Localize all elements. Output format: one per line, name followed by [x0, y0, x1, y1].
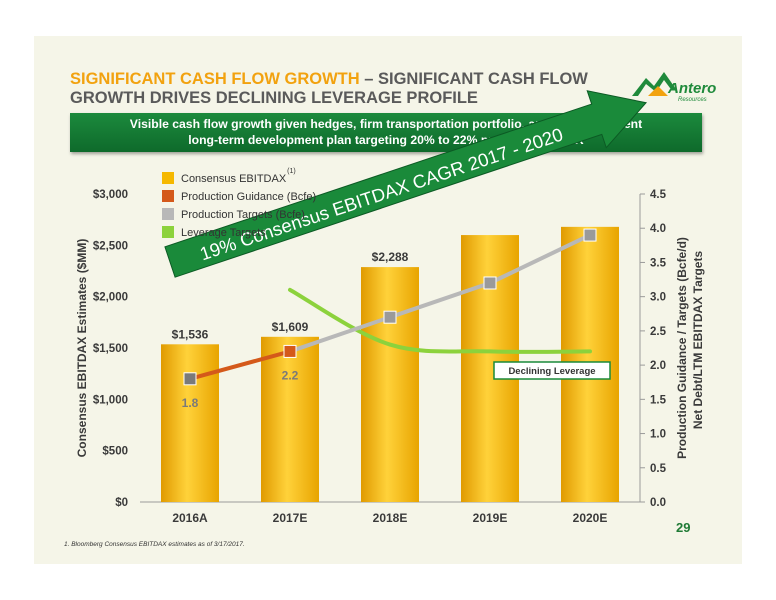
bar-2017E — [261, 336, 319, 502]
y-tick-left-label: $3,000 — [93, 189, 128, 201]
leverage-targets-curve — [288, 287, 592, 354]
legend-label: Leverage Targets — [181, 227, 266, 239]
y-tick-right-label: 2.0 — [650, 360, 666, 372]
guidance-value-label: 2.2 — [282, 368, 299, 382]
bar-value-label: $2,288 — [372, 250, 409, 264]
title-highlight: SIGNIFICANT CASH FLOW GROWTH — [70, 70, 360, 88]
y-tick-right-label: 1.0 — [650, 429, 666, 441]
bar-2018E — [361, 267, 419, 502]
x-tick-label: 2018E — [373, 511, 408, 525]
y-axis-right-title-line2: Net Debt/LTM EBITDAX Targets — [691, 251, 705, 430]
legend-label: Production Guidance (Bcfe) — [181, 191, 316, 203]
x-tick-label: 2020E — [573, 511, 608, 525]
y-tick-right-label: 2.5 — [650, 326, 667, 338]
production-targets-line — [289, 233, 591, 354]
x-tick-label: 2019E — [473, 511, 508, 525]
x-tick-label: 2016A — [172, 511, 208, 525]
production-target-point — [583, 228, 597, 242]
y-tick-right-label: 3.0 — [650, 292, 666, 304]
legend-swatch — [162, 190, 174, 202]
legend-label: Consensus EBITDAX — [181, 173, 287, 185]
cagr-arrow-icon — [164, 90, 648, 278]
production-guidance-point — [183, 372, 197, 386]
y-tick-right-label: 1.5 — [650, 394, 667, 406]
logo-subtext: Resources — [678, 97, 707, 103]
y-tick-left-label: $1,500 — [93, 343, 128, 355]
y-tick-right-label: 0.5 — [650, 463, 667, 475]
bar-value-label: $1,536 — [172, 327, 209, 341]
production-guidance-point — [283, 344, 297, 358]
y-tick-right-label: 4.0 — [650, 223, 666, 235]
production-guidance-line — [189, 349, 291, 381]
bar-value-label: $1,609 — [272, 320, 309, 334]
banner-line-1: Visible cash flow growth given hedges, f… — [129, 117, 643, 131]
legend-label: Production Targets (Bcfe) — [181, 209, 305, 221]
production-target-point — [383, 310, 397, 324]
y-axis-left-title: Consensus EBITDAX Estimates ($MM) — [75, 239, 89, 458]
legend-swatch — [162, 226, 174, 238]
declining-leverage-label: Declining Leverage — [508, 366, 595, 377]
logo-text: Antero — [668, 80, 717, 97]
antero-logo-icon — [632, 72, 678, 96]
y-tick-right-label: 0.0 — [650, 497, 666, 509]
y-tick-right-label: 3.5 — [650, 257, 667, 269]
title-rest: – SIGNIFICANT CASH FLOW GROWTH DRIVES DE… — [70, 70, 588, 107]
declining-leverage-box — [493, 361, 611, 380]
y-tick-right-label: 4.5 — [650, 189, 667, 201]
bar-2016A — [161, 344, 219, 502]
y-axis-right-title-line1: Production Guidance / Targets (Bcfe/d) — [675, 237, 689, 459]
footnote: 1. Bloomberg Consensus EBITDAX estimates… — [64, 541, 245, 548]
y-tick-left-label: $2,500 — [93, 240, 128, 252]
page-number: 29 — [676, 520, 691, 535]
legend-footnote-marker: (1) — [287, 168, 296, 175]
guidance-value-label: 1.8 — [182, 396, 199, 410]
y-tick-left-label: $0 — [115, 497, 128, 509]
x-tick-label: 2017E — [273, 511, 308, 525]
production-target-point — [483, 276, 497, 290]
y-tick-left-label: $500 — [102, 446, 128, 458]
legend-swatch — [162, 208, 174, 220]
page-title: SIGNIFICANT CASH FLOW GROWTH – SIGNIFICA… — [70, 70, 630, 108]
y-tick-left-label: $1,000 — [93, 394, 128, 406]
legend-swatch — [162, 172, 174, 184]
y-tick-left-label: $2,000 — [93, 292, 128, 304]
